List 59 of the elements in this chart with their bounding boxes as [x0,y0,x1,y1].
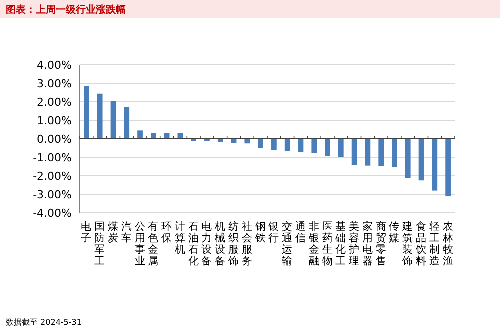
x-tick-label: 电力设备 [202,220,213,268]
x-tick-label: 医药生物 [322,221,334,268]
bar [418,139,424,181]
x-tick-label: 银行 [268,221,280,244]
x-tick-label: 轻工制造 [429,221,440,268]
y-tick-label: 1.00% [37,114,72,128]
x-tick-label: 通信 [295,220,306,244]
y-tick-label: 0.00% [37,133,72,146]
y-tick-label: -2.00% [33,170,72,183]
x-tick-label: 美容护理 [348,220,360,268]
x-tick-label: 石油石化 [188,221,200,268]
bar [97,94,103,139]
x-tick-label: 机械设备 [215,221,226,268]
bar [84,86,90,139]
x-tick-label: 家用电器 [362,220,374,268]
x-tick-label: 环保 [162,221,173,244]
bar [446,139,451,197]
x-tick-label: 公用事业 [134,221,146,268]
bar [392,139,398,168]
x-tick-label: 计算机 [174,220,186,256]
y-tick-label: 4.00% [37,59,72,72]
x-tick-label: 商贸零售 [376,220,387,268]
bar [325,139,330,156]
bar [405,139,411,178]
bar [284,139,290,152]
y-tick-label: 2.00% [37,96,72,109]
x-tick-label: 电子 [81,220,92,244]
bar [432,139,438,191]
x-tick-label: 社会服务 [242,220,253,268]
bar [352,139,358,166]
bar [258,139,264,148]
x-tick-label: 农林牧渔 [442,221,454,268]
x-tick-label: 交通运输 [282,220,294,268]
title: 图表：上周一级行业涨跌幅 [6,5,126,16]
x-tick-label: 非银金融 [308,220,320,268]
x-tick-label: 有色金属 [148,221,160,268]
x-tick-label: 食品饮料 [415,221,428,268]
x-tick-label: 基础化工 [334,220,347,268]
bar [365,139,371,166]
bar [378,139,384,166]
y-tick-label: -4.00% [33,207,72,220]
bar [312,139,318,154]
x-tick-label: 煤炭 [108,221,119,244]
bar [338,139,344,158]
bar [138,130,143,139]
bar [298,139,304,153]
bar [110,101,116,139]
x-tick-label: 建筑装饰 [402,220,414,268]
y-tick-label: -1.00% [33,152,72,164]
y-tick-label: 3.00% [37,78,72,90]
bar [124,106,130,139]
x-tick-label: 传媒 [389,221,400,244]
x-tick-label: 国防军工 [94,221,106,268]
bar [272,139,277,150]
x-tick-label: 纺织服饰 [228,220,240,268]
text: 数据截至 2024-5-31 [6,318,82,327]
x-tick-label: 汽车 [121,221,132,244]
y-tick-label: -3.00% [33,188,72,202]
x-tick-label: 钢铁 [254,221,266,244]
